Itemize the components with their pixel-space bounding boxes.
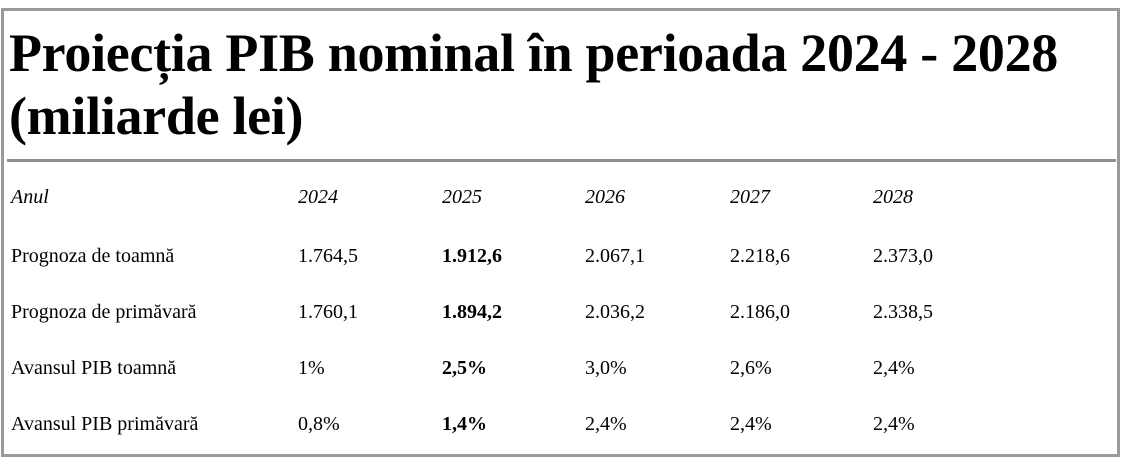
table-cell: 2,4%: [730, 413, 772, 435]
table-cell: 1%: [298, 357, 325, 379]
table-cell-highlighted: 1,4%: [442, 413, 487, 435]
header-cell-2027: 2027: [730, 186, 770, 208]
header-cell-2024: 2024: [298, 186, 338, 208]
row-label: Prognoza de toamnă: [11, 245, 175, 267]
table-cell: 2,6%: [730, 357, 772, 379]
table-cell-highlighted: 1.894,2: [442, 301, 502, 323]
table-header-row: Anul 2024 2025 2026 2027 2028: [0, 182, 1120, 212]
table-cell: 0,8%: [298, 413, 340, 435]
table-cell: 2.036,2: [585, 301, 645, 323]
table-cell: 2.186,0: [730, 301, 790, 323]
table-row-spring-growth: Avansul PIB primăvară 0,8% 1,4% 2,4% 2,4…: [0, 409, 1120, 439]
table-cell: 1.764,5: [298, 245, 358, 267]
table-cell: 2.373,0: [873, 245, 933, 267]
table-cell: 2.338,5: [873, 301, 933, 323]
header-cell-2025: 2025: [442, 186, 482, 208]
table-row-spring-forecast: Prognoza de primăvară 1.760,1 1.894,2 2.…: [0, 297, 1120, 327]
table-cell-highlighted: 2,5%: [442, 357, 487, 379]
table-row-autumn-forecast: Prognoza de toamnă 1.764,5 1.912,6 2.067…: [0, 241, 1120, 271]
table-cell: 2.067,1: [585, 245, 645, 267]
page-title-line-2: (miliarde lei): [9, 86, 304, 146]
row-label: Prognoza de primăvară: [11, 301, 197, 323]
table-cell: 3,0%: [585, 357, 627, 379]
page-title-line-1: Proiecția PIB nominal în perioada 2024 -…: [9, 23, 1058, 83]
page-title: Proiecția PIB nominal în perioada 2024 -…: [9, 22, 1119, 148]
table-cell: 1.760,1: [298, 301, 358, 323]
row-label: Avansul PIB toamnă: [11, 357, 177, 379]
table-cell: 2,4%: [873, 357, 915, 379]
document-frame: [1, 8, 1120, 457]
header-cell-year-label: Anul: [11, 186, 49, 208]
header-cell-2028: 2028: [873, 186, 913, 208]
table-cell: 2.218,6: [730, 245, 790, 267]
table-cell-highlighted: 1.912,6: [442, 245, 502, 267]
row-label: Avansul PIB primăvară: [11, 413, 199, 435]
title-divider: [7, 159, 1116, 162]
table-cell: 2,4%: [873, 413, 915, 435]
table-cell: 2,4%: [585, 413, 627, 435]
table-row-autumn-growth: Avansul PIB toamnă 1% 2,5% 3,0% 2,6% 2,4…: [0, 353, 1120, 383]
header-cell-2026: 2026: [585, 186, 625, 208]
